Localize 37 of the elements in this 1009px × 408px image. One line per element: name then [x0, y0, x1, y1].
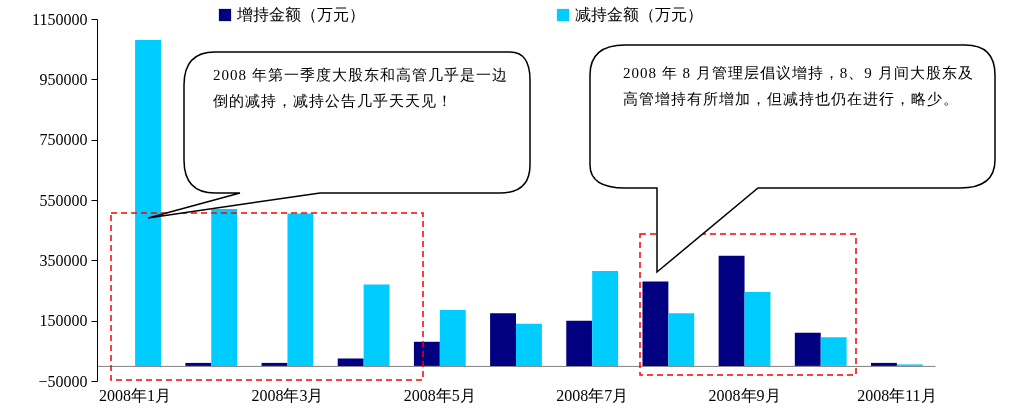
y-tick-label: 350000	[39, 251, 88, 269]
bar	[668, 313, 695, 366]
bar	[135, 40, 161, 366]
y-tick-label: 150000	[39, 312, 88, 330]
bar	[413, 341, 440, 366]
y-tick-label: 750000	[39, 131, 88, 149]
bar	[794, 332, 821, 366]
bar	[566, 320, 593, 366]
bar	[642, 281, 669, 366]
bar	[592, 270, 619, 366]
bar	[744, 292, 771, 366]
bar	[718, 255, 745, 366]
x-tick-label: 2008年3月	[251, 386, 324, 404]
legend-label: 增持金额（万元）	[236, 6, 365, 23]
x-tick-label: 2008年1月	[99, 386, 172, 404]
y-tick-label: 550000	[39, 191, 88, 209]
bar	[820, 337, 847, 366]
x-tick-label: 2008年11月	[857, 386, 937, 404]
y-tick-label: 950000	[39, 70, 88, 88]
y-tick-label: 1150000	[32, 10, 88, 28]
y-tick-label: −50000	[38, 372, 88, 390]
legend-label: 减持金额（万元）	[575, 6, 703, 23]
x-tick-label: 2008年7月	[556, 386, 629, 404]
x-tick-label: 2008年9月	[708, 386, 781, 404]
annotation: 2008 年第一季度大股东和高管几乎是一边倒的减持，减持公告几乎天天见！	[213, 66, 509, 111]
bar	[287, 213, 314, 366]
bar	[337, 358, 364, 366]
bar	[516, 323, 542, 366]
bar	[261, 362, 288, 366]
bar	[211, 209, 238, 366]
annotation: 2008 年 8 月管理层倡议增持，8、9 月间大股东及高管增持有所增加，但减持也仍在进行，略少。	[623, 64, 975, 109]
bar	[185, 362, 212, 366]
bar	[871, 362, 897, 366]
bar	[490, 313, 516, 366]
x-tick-label: 2008年5月	[403, 386, 476, 404]
bar	[439, 310, 466, 366]
bar	[363, 284, 390, 366]
